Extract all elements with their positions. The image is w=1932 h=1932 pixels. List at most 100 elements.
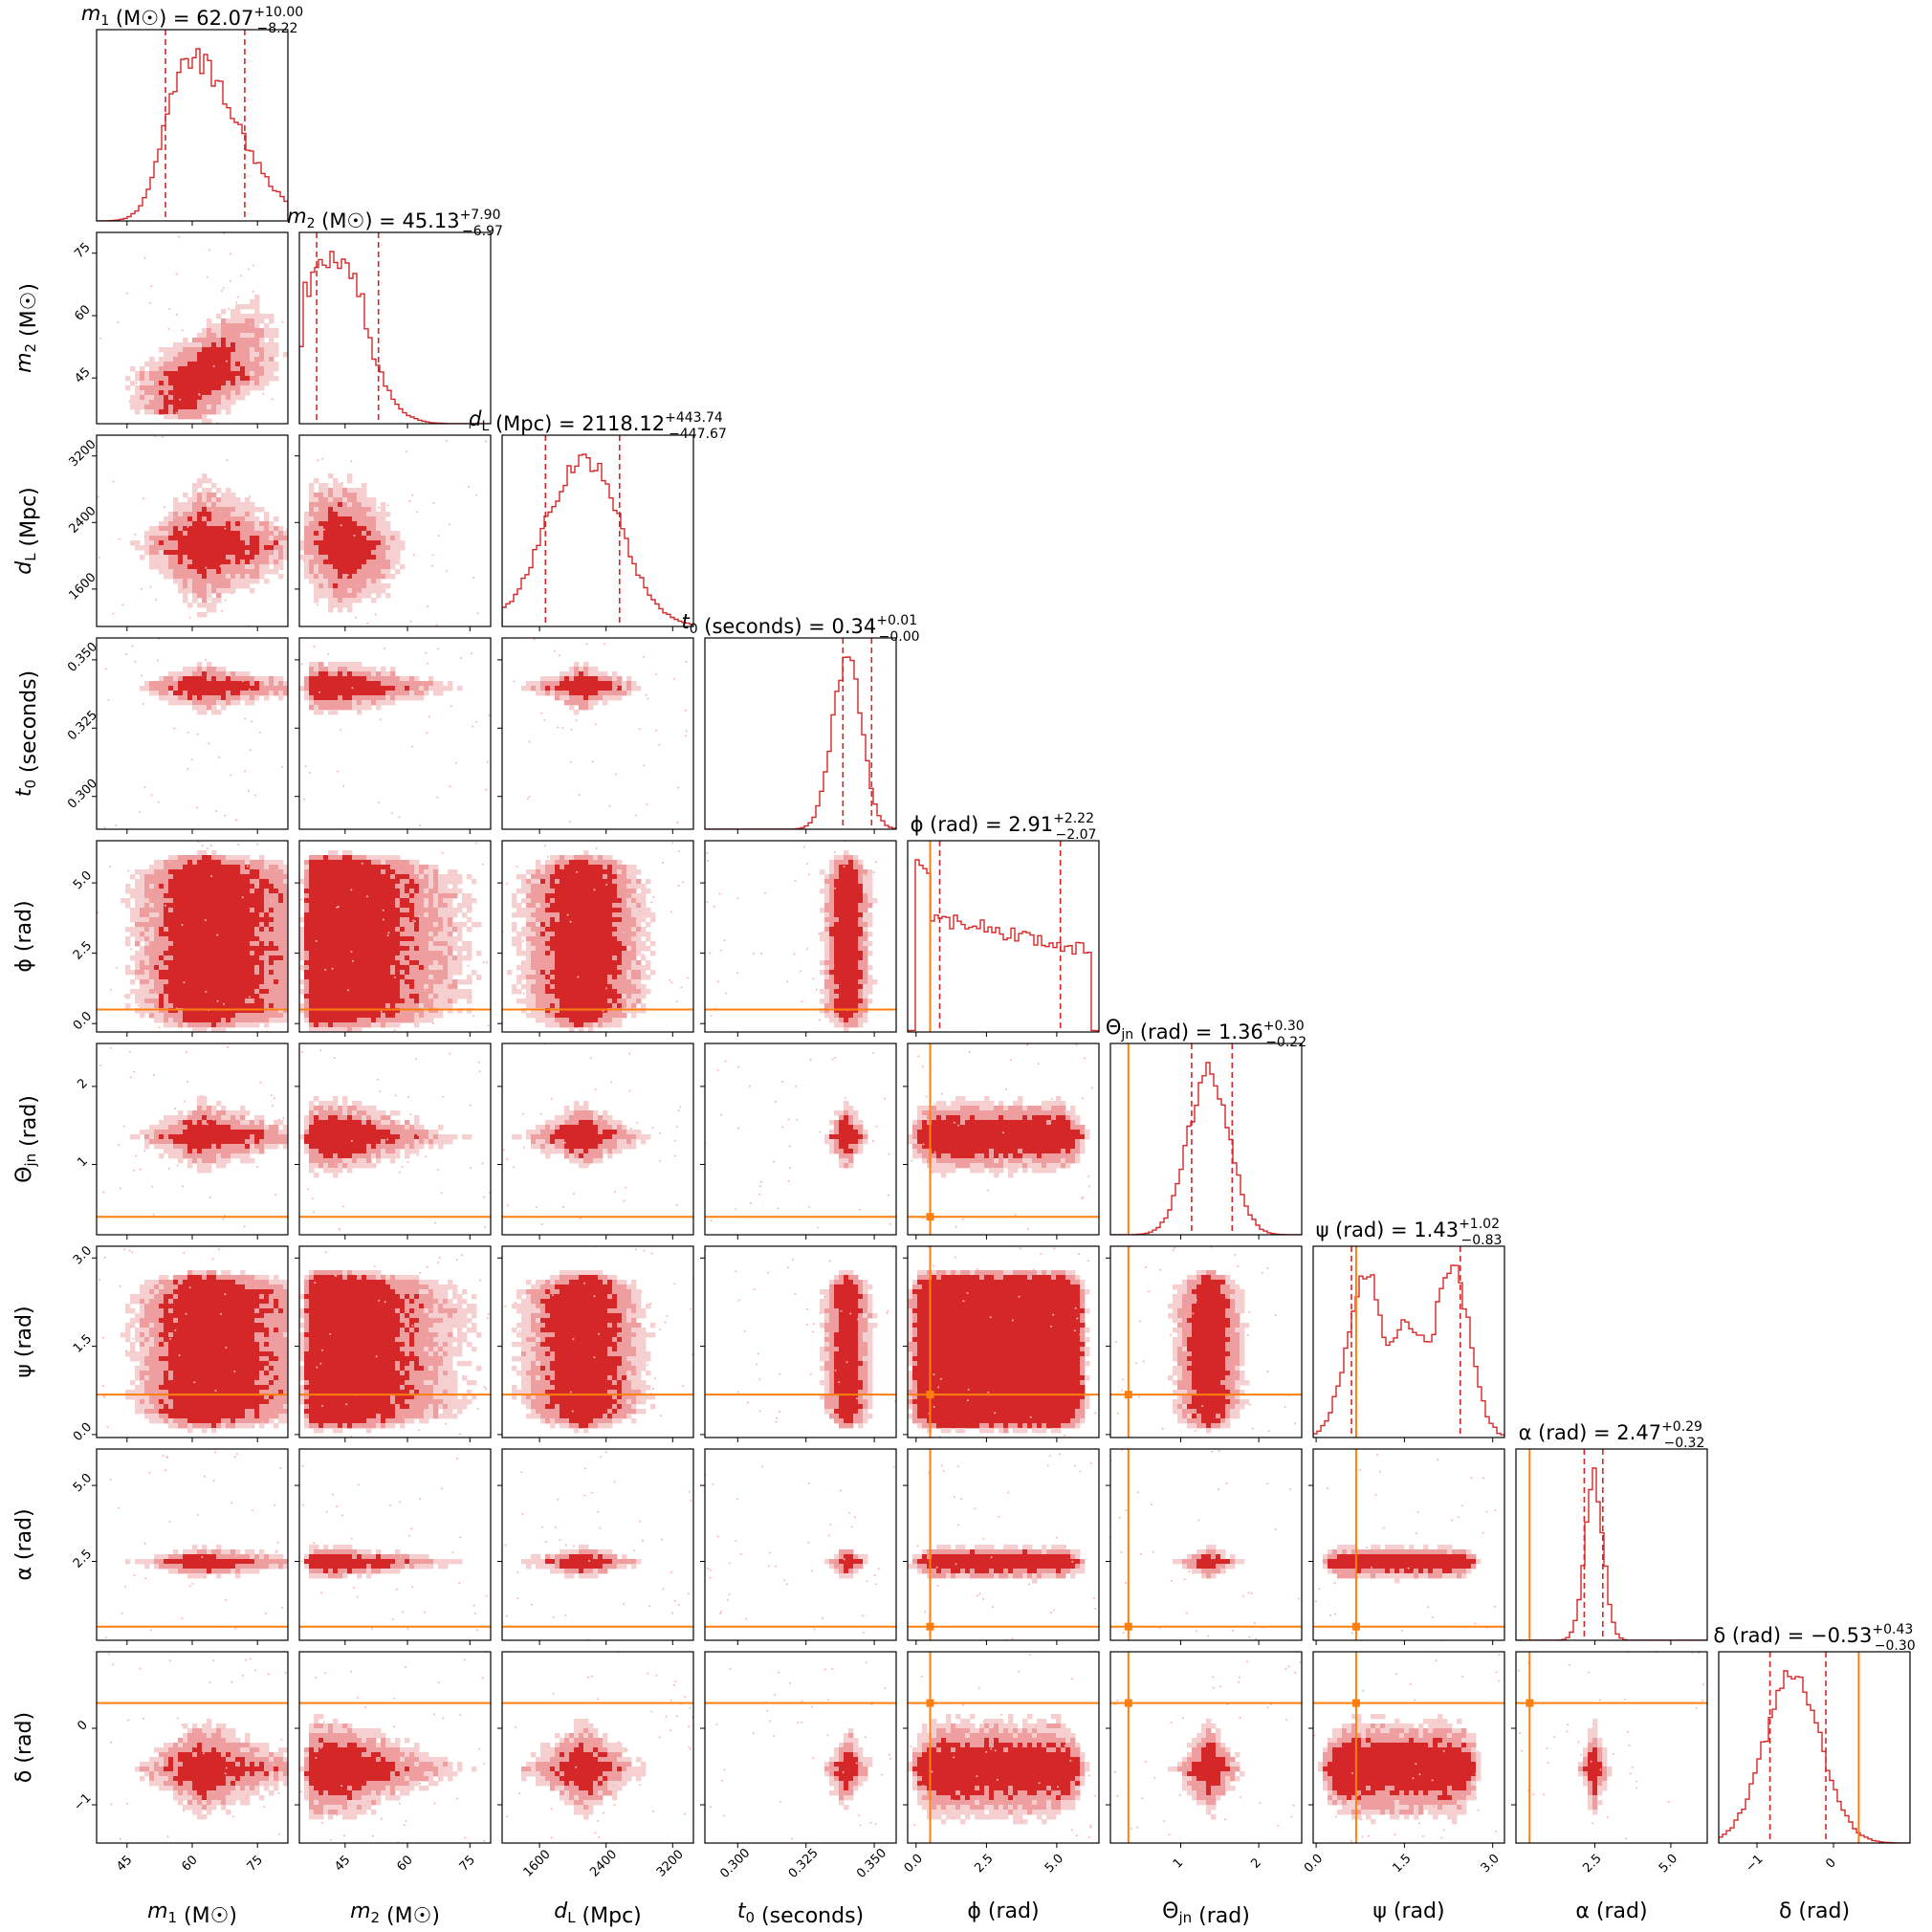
density-cell [400, 965, 405, 970]
density-cell [309, 999, 314, 1003]
density-cell [264, 932, 269, 936]
density-cell [254, 912, 259, 917]
density-cell [278, 984, 283, 989]
density-cell [357, 667, 362, 671]
sample-point [647, 698, 648, 700]
sample-point [275, 870, 277, 872]
density-cell [400, 922, 405, 927]
density-cell [318, 984, 323, 989]
density-cell [207, 927, 211, 932]
density-cell [207, 409, 211, 414]
density-cell [216, 667, 221, 671]
density-cell [598, 681, 603, 686]
density-cell [347, 965, 352, 970]
density-cell [347, 507, 352, 512]
density-cell [207, 903, 211, 908]
density-cell [140, 922, 144, 927]
density-cell [357, 574, 362, 579]
density-cell [376, 865, 381, 869]
density-cell [333, 889, 338, 893]
density-cell [135, 960, 140, 965]
density-cell [245, 323, 250, 328]
density-cell [328, 893, 333, 898]
density-cell [164, 917, 168, 922]
density-cell [409, 999, 414, 1003]
density-cell [381, 946, 385, 951]
density-cell [323, 984, 328, 989]
density-cell [352, 493, 357, 497]
density-cell [149, 941, 154, 946]
density-cell [333, 560, 338, 564]
density-cell [588, 879, 593, 884]
density-cell [598, 691, 603, 695]
density-cell [607, 903, 612, 908]
density-cell [424, 932, 428, 936]
sample-point [427, 605, 428, 607]
sample-point [183, 981, 185, 983]
density-cell [626, 908, 631, 912]
density-cell [168, 362, 173, 366]
density-cell [309, 936, 314, 941]
density-cell [207, 536, 211, 540]
density-cell [274, 893, 278, 898]
density-cell [318, 855, 323, 860]
density-cell [631, 686, 636, 691]
sample-point [383, 910, 384, 911]
density-cell [371, 695, 376, 700]
density-cell [235, 314, 240, 318]
density-cell [250, 540, 254, 545]
density-cell [240, 965, 245, 970]
density-cell [235, 1003, 240, 1008]
density-cell [583, 908, 588, 912]
density-cell [254, 318, 259, 323]
density-cell [168, 376, 173, 381]
sample-point [158, 1026, 160, 1028]
density-cell [245, 328, 250, 333]
density-cell [390, 984, 395, 989]
density-cell [357, 984, 362, 989]
density-cell [304, 889, 309, 893]
density-cell [144, 994, 149, 999]
density-cell [390, 574, 395, 579]
density-cell [366, 884, 371, 889]
density-cell [371, 536, 376, 540]
density-cell [231, 908, 235, 912]
density-cell [159, 681, 164, 686]
density-cell [347, 941, 352, 946]
density-cell [414, 932, 419, 936]
density-cell [362, 922, 366, 927]
density-cell [318, 979, 323, 984]
density-cell [381, 869, 385, 874]
density-cell [168, 512, 173, 516]
density-cell [333, 869, 338, 874]
sample-point [489, 714, 491, 716]
density-cell [617, 860, 622, 865]
density-cell [168, 1013, 173, 1018]
density-cell [168, 946, 173, 951]
density-cell [385, 917, 390, 922]
density-cell [347, 884, 352, 889]
density-cell [192, 671, 197, 676]
density-cell [240, 371, 245, 376]
density-cell [333, 917, 338, 922]
density-cell [304, 536, 309, 540]
density-cell [342, 999, 347, 1003]
density-cell [154, 970, 159, 975]
density-cell [309, 662, 314, 667]
density-cell [574, 903, 579, 908]
density-cell [197, 612, 202, 617]
density-cell [448, 999, 452, 1003]
density-cell [371, 574, 376, 579]
density-cell [342, 908, 347, 912]
sample-point [655, 673, 657, 675]
density-cell [226, 960, 231, 965]
hist-panel-dL: dL (Mpc) = 2118.12+443.74 −447.67 [469, 407, 727, 631]
density-cell [438, 946, 443, 951]
density-cell [409, 681, 414, 686]
density-cell [144, 400, 149, 405]
density-cell [250, 965, 254, 970]
density-cell [144, 989, 149, 994]
density-cell [433, 932, 438, 936]
density-cell [130, 970, 135, 975]
density-cell [154, 975, 159, 979]
